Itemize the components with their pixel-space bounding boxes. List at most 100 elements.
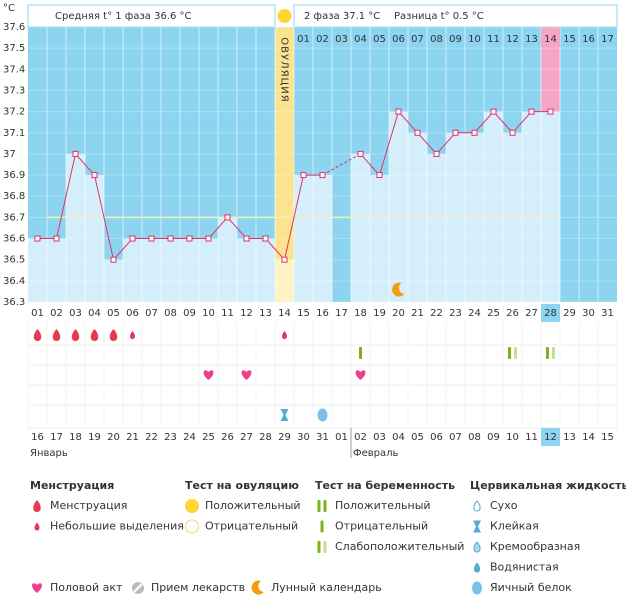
month-label: Февраль (353, 448, 399, 459)
temperature-point (281, 256, 288, 263)
hourglass-icon (280, 409, 289, 421)
cycle-day-label: 03 (335, 34, 348, 45)
temperature-bar (104, 259, 123, 302)
sun-icon (277, 9, 292, 23)
x-tick-label: 21 (411, 308, 424, 319)
heart-icon (32, 583, 42, 593)
x-tick-label: 18 (354, 308, 367, 319)
drop-icon (130, 331, 135, 339)
cycle-day-label: 01 (297, 34, 310, 45)
temperature-bar (427, 153, 446, 302)
y-axis-label: °C (3, 3, 15, 14)
drop-icon (52, 329, 61, 341)
x-tick-label: 15 (297, 308, 310, 319)
test-bar-icon (508, 347, 511, 359)
gap-bridge (322, 153, 361, 176)
x-tick-label: 25 (487, 308, 500, 319)
x-tick-label: 02 (50, 308, 63, 319)
test-bar-icon (359, 347, 362, 359)
test-bar-icon (514, 347, 517, 359)
legend-label: Сухо (490, 499, 518, 512)
temperature-bar (28, 238, 47, 302)
legend-title: Тест на беременность (315, 479, 455, 492)
temperature-point (243, 235, 250, 242)
date-label: 27 (240, 432, 253, 443)
temperature-bar (522, 111, 541, 302)
temperature-point (319, 172, 326, 179)
highlight-cell (541, 304, 560, 322)
y-tick-label: 37.2 (3, 107, 25, 118)
temperature-point (186, 235, 193, 242)
temperature-point (205, 235, 212, 242)
date-label: 30 (297, 432, 310, 443)
temperature-point (224, 214, 231, 221)
x-tick-label: 24 (468, 308, 481, 319)
cycle-day-label: 12 (506, 34, 519, 45)
temperature-bar (161, 238, 180, 302)
cycle-day-label: 16 (582, 34, 595, 45)
date-label: 07 (449, 432, 462, 443)
legend-label: Отрицательный (205, 520, 298, 533)
x-tick-label: 19 (373, 308, 386, 319)
test-bar-icon (320, 520, 324, 533)
x-tick-label: 13 (259, 308, 272, 319)
temperature-bar (180, 238, 199, 302)
heart-icon (203, 370, 214, 380)
legend-label: Клейкая (490, 520, 539, 533)
date-label: 25 (202, 432, 215, 443)
temperature-point (547, 108, 554, 115)
cycle-day-label: 14 (544, 34, 557, 45)
x-tick-label: 30 (582, 308, 595, 319)
y-tick-label: 36.5 (3, 255, 25, 266)
month-label: Январь (30, 448, 68, 459)
temperature-bar (313, 175, 332, 302)
hourglass-icon (473, 520, 481, 533)
date-label: 10 (506, 432, 519, 443)
day-axis (28, 302, 617, 321)
temperature-point (167, 235, 174, 242)
cycle-day-label: 07 (411, 34, 424, 45)
temperature-bar (47, 238, 66, 302)
temperature-bar (275, 259, 294, 302)
x-tick-label: 17 (335, 308, 348, 319)
y-tick-label: 37.6 (3, 22, 25, 33)
date-label: 22 (145, 432, 158, 443)
y-tick-label: 37.4 (3, 64, 25, 75)
cycle-day-label: 02 (316, 34, 329, 45)
x-tick-label: 26 (506, 308, 519, 319)
temperature-point (53, 235, 60, 242)
temperature-bar (123, 238, 142, 302)
highlight-cell (541, 29, 560, 47)
temperature-bar (370, 175, 389, 302)
heart-icon (241, 370, 252, 380)
cycle-day-label: 17 (601, 34, 614, 45)
test-bar-icon (323, 541, 327, 553)
moon-icon (251, 580, 264, 595)
temperature-bar (351, 153, 370, 302)
temperature-bar (237, 238, 256, 302)
drop-icon (33, 329, 42, 341)
temperature-point (110, 256, 117, 263)
date-label: 13 (563, 432, 576, 443)
temperature-point (91, 172, 98, 179)
date-label: 26 (221, 432, 234, 443)
temperature-point (471, 129, 478, 136)
temperature-line (37, 152, 323, 261)
pill-slash (133, 583, 143, 593)
legend-label: Водянистая (490, 561, 559, 574)
date-label: 17 (50, 432, 63, 443)
temperature-point (262, 235, 269, 242)
x-tick-label: 07 (145, 308, 158, 319)
legend-label: Прием лекарств (151, 581, 245, 594)
date-label: 11 (525, 432, 538, 443)
date-label: 14 (582, 432, 595, 443)
phase1-average: Средняя t° 1 фаза 36.6 °C (55, 11, 192, 22)
date-label: 05 (411, 432, 424, 443)
drop-icon (34, 522, 40, 531)
temperature-point (376, 172, 383, 179)
y-tick-label: 37 (3, 149, 16, 160)
x-tick-label: 20 (392, 308, 405, 319)
temperature-bar (66, 153, 85, 302)
date-label: 04 (392, 432, 405, 443)
